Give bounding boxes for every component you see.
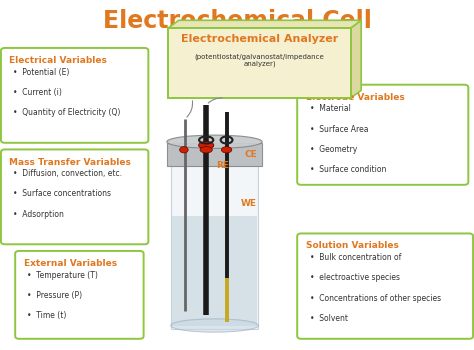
Text: •  Adsorption: • Adsorption (13, 210, 64, 219)
FancyBboxPatch shape (167, 144, 262, 166)
Text: •  Material: • Material (310, 104, 350, 113)
Ellipse shape (200, 147, 212, 153)
Ellipse shape (180, 147, 188, 153)
FancyBboxPatch shape (1, 48, 148, 143)
Text: •  Potential (E): • Potential (E) (13, 68, 70, 77)
FancyBboxPatch shape (168, 28, 351, 98)
Text: •  electroactive species: • electroactive species (310, 273, 400, 282)
Ellipse shape (199, 141, 214, 149)
Ellipse shape (221, 147, 232, 153)
FancyBboxPatch shape (172, 216, 257, 326)
Polygon shape (351, 20, 361, 98)
Text: Solution Variables: Solution Variables (306, 241, 399, 251)
Ellipse shape (171, 319, 258, 332)
Text: CE: CE (245, 150, 257, 159)
Text: (potentiostat/galvanostat/impedance
analyzer): (potentiostat/galvanostat/impedance anal… (195, 53, 324, 67)
FancyBboxPatch shape (297, 233, 473, 339)
Text: Mass Transfer Variables: Mass Transfer Variables (9, 158, 131, 167)
Text: •  Surface Area: • Surface Area (310, 125, 368, 134)
Text: WE: WE (241, 198, 257, 208)
Text: Electrochemical Analyzer: Electrochemical Analyzer (181, 34, 338, 44)
Text: Electrode Variables: Electrode Variables (306, 93, 404, 102)
Text: •  Surface concentrations: • Surface concentrations (13, 189, 111, 198)
Text: •  Pressure (P): • Pressure (P) (27, 291, 82, 300)
FancyBboxPatch shape (171, 147, 258, 329)
Text: •  Diffusion, convection, etc.: • Diffusion, convection, etc. (13, 169, 122, 178)
Text: •  Surface condition: • Surface condition (310, 165, 386, 174)
Polygon shape (168, 20, 361, 28)
Text: Electrical Variables: Electrical Variables (9, 56, 107, 65)
Text: •  Solvent: • Solvent (310, 314, 347, 323)
Text: •  Current (i): • Current (i) (13, 88, 62, 97)
Text: RE: RE (216, 161, 228, 170)
Text: •  Time (t): • Time (t) (27, 311, 67, 320)
FancyBboxPatch shape (15, 251, 144, 339)
FancyBboxPatch shape (297, 85, 468, 185)
Text: •  Geometry: • Geometry (310, 145, 357, 154)
FancyBboxPatch shape (1, 149, 148, 244)
Text: •  Bulk concentration of: • Bulk concentration of (310, 253, 401, 262)
Text: External Variables: External Variables (24, 259, 117, 268)
Text: •  Temperature (T): • Temperature (T) (27, 271, 99, 280)
Text: •  Concentrations of other species: • Concentrations of other species (310, 294, 441, 303)
Text: •  Quantity of Electricity (Q): • Quantity of Electricity (Q) (13, 108, 121, 117)
Text: Electrochemical Cell: Electrochemical Cell (102, 9, 372, 33)
Ellipse shape (167, 135, 262, 148)
